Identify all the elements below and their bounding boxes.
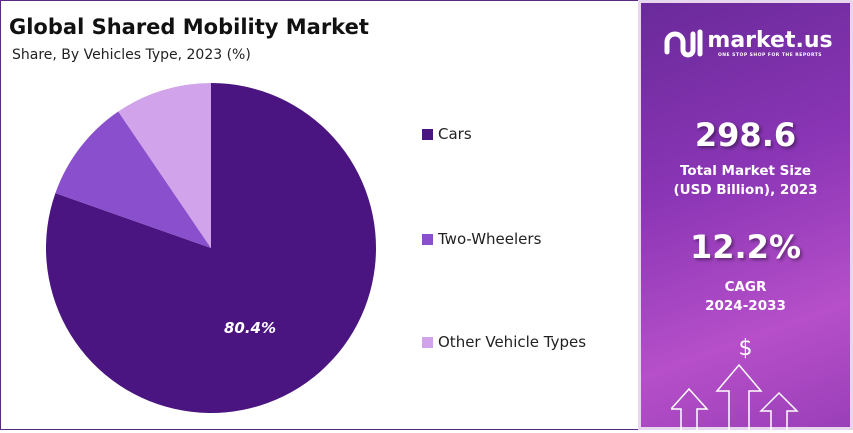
legend-item-other: Other Vehicle Types [422, 333, 586, 351]
market-us-logo-icon [664, 29, 703, 58]
legend-swatch [422, 233, 433, 245]
pie-chart: 80.4% [46, 83, 376, 413]
legend-swatch [422, 336, 433, 348]
cagr-label: CAGR [724, 279, 767, 295]
logo: market.us ONE STOP SHOP FOR THE REPORTS [653, 28, 843, 58]
pie-slice-other-vehicle-types [118, 83, 211, 248]
dollar-icon: $ [738, 336, 753, 361]
cagr-value: 12.2% [689, 228, 801, 266]
pie-slice-cars [46, 83, 376, 413]
legend-item-cars: Cars [422, 125, 472, 143]
logo-name: market.us [707, 28, 833, 53]
data-label: 80.4% [224, 319, 276, 337]
chart-subtitle: Share, By Vehicles Type, 2023 (%) [12, 47, 251, 63]
pie-slice-two-wheelers [55, 111, 212, 248]
legend-label: Two-Wheelers [438, 230, 542, 248]
market-size-label-1: Total Market Size [679, 163, 812, 179]
market-size-label-2: (USD Billion), 2023 [673, 182, 818, 198]
chart-title: Global Shared Mobility Market [9, 15, 369, 39]
stats-panel: market.us ONE STOP SHOP FOR THE REPORTS 2… [638, 0, 853, 433]
legend-label: Other Vehicle Types [438, 333, 587, 351]
legend-label: Cars [438, 125, 472, 143]
logo-tagline: ONE STOP SHOP FOR THE REPORTS [717, 53, 823, 58]
legend-item-two-wheelers: Two-Wheelers [422, 230, 541, 248]
legend-swatch [422, 128, 433, 140]
cagr-period: 2024-2033 [705, 298, 786, 314]
market-size-value: 298.6 [694, 116, 797, 154]
arrows-up-icon [671, 363, 799, 433]
